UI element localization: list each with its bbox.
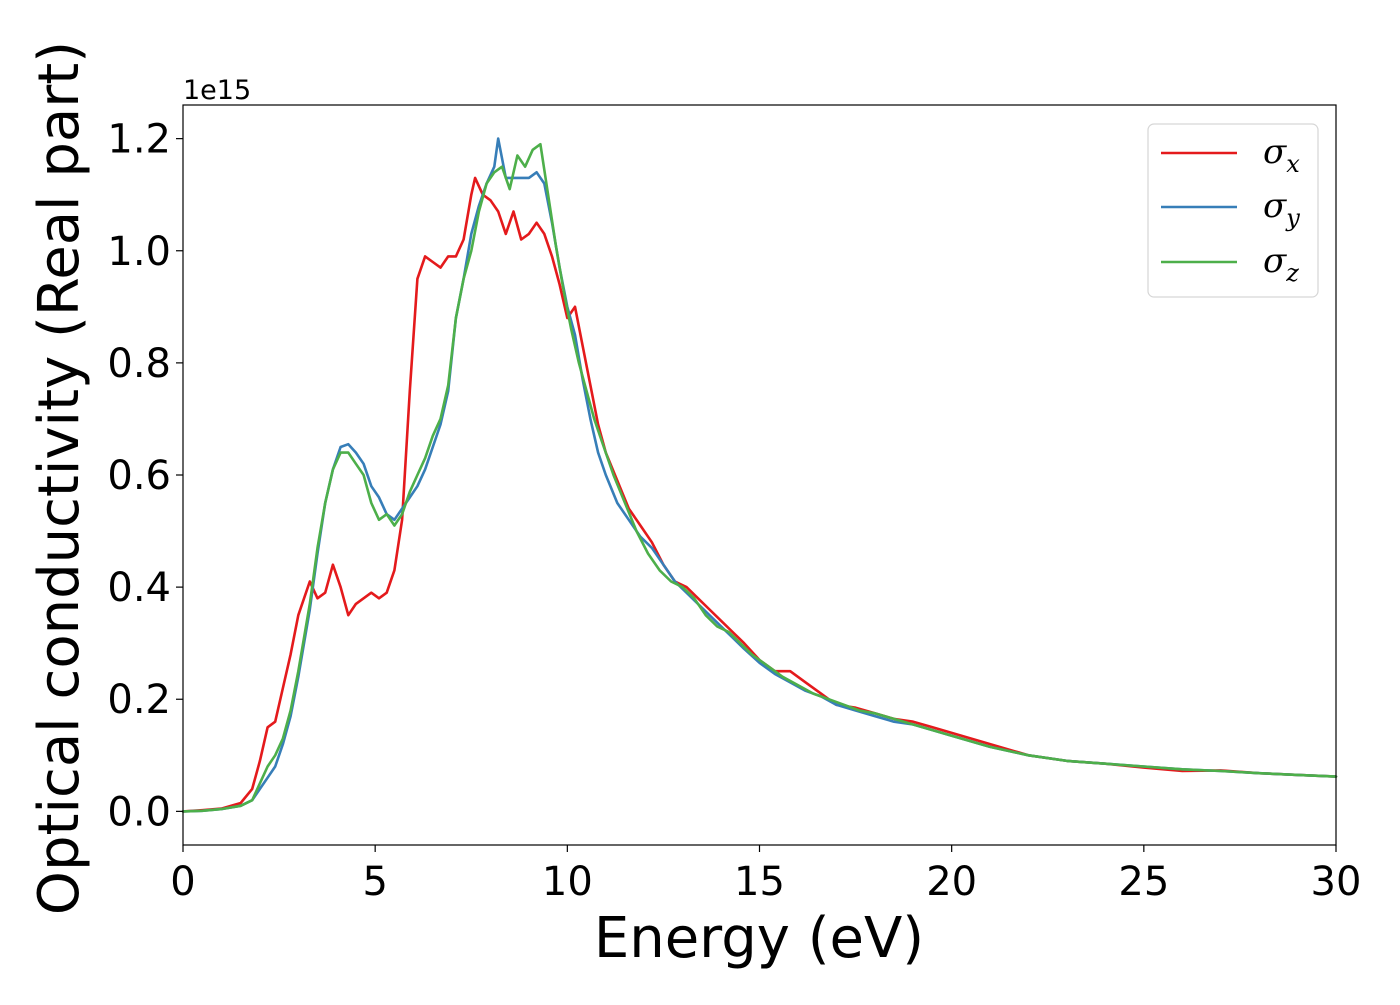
legend-label-z: σz — [1263, 241, 1299, 287]
x-tick-label: 30 — [1311, 859, 1362, 905]
x-axis-title: Energy (eV) — [594, 906, 924, 971]
y-tick-label: 0.2 — [107, 677, 171, 723]
series-line-z — [181, 142, 1338, 813]
x-tick-label: 0 — [170, 859, 195, 905]
y-offset-label: 1e15 — [183, 75, 251, 106]
legend-subscript: y — [1285, 204, 1300, 232]
x-tick-label: 10 — [542, 859, 593, 905]
series-layer — [181, 137, 1338, 813]
legend-symbol: σ — [1263, 241, 1287, 281]
legend-symbol: σ — [1263, 132, 1287, 172]
legend-label-y: σy — [1263, 186, 1300, 232]
y-tick-label: 0.6 — [107, 453, 171, 499]
legend-subscript: z — [1285, 259, 1299, 287]
legend-label-x: σx — [1263, 132, 1300, 178]
x-axis: 0 5 10 15 20 25 30 — [170, 845, 1361, 905]
legend-frame — [1147, 123, 1319, 298]
y-tick-label: 0.8 — [107, 341, 171, 387]
x-tick-label: 25 — [1118, 859, 1169, 905]
y-axis: 0.0 0.2 0.4 0.6 0.8 1.0 1.2 — [107, 117, 183, 835]
legend-symbol: σ — [1263, 186, 1287, 226]
x-tick-label: 20 — [926, 859, 977, 905]
y-tick-label: 0.4 — [107, 565, 171, 611]
y-axis-title: Optical conductivity (Real part) — [27, 41, 92, 915]
x-tick-label: 15 — [734, 859, 785, 905]
legend-subscript: x — [1286, 150, 1300, 178]
y-tick-label: 1.2 — [107, 117, 171, 163]
y-tick-label: 0.0 — [107, 789, 171, 835]
x-tick-label: 5 — [362, 859, 387, 905]
y-tick-label: 1.0 — [107, 229, 171, 275]
